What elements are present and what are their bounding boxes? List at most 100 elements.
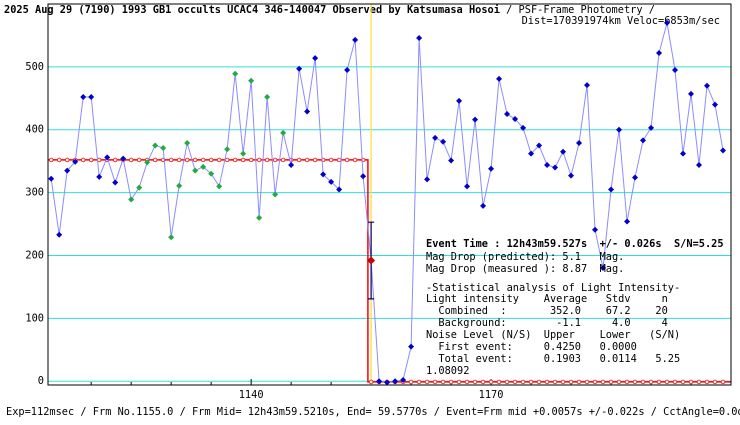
x-tick-label: 1140 (239, 389, 264, 401)
data-point (416, 34, 423, 41)
model-marker (720, 379, 726, 385)
data-point (224, 146, 231, 153)
data-point (608, 186, 615, 193)
data-point (72, 158, 79, 165)
model-marker (496, 379, 502, 385)
model-marker (624, 379, 630, 385)
data-point (400, 376, 407, 383)
annotation: Combined : 352.0 67.2 20 (426, 305, 668, 317)
data-point (688, 90, 695, 97)
data-point (152, 142, 159, 149)
model-marker (592, 379, 598, 385)
model-marker (304, 157, 310, 163)
y-tick-label: 0 (38, 375, 44, 387)
annotation: -Statistical analysis of Light Intensity… (426, 282, 680, 294)
data-point (136, 184, 143, 191)
model-marker (656, 379, 662, 385)
model-marker (80, 157, 86, 163)
y-tick-label: 500 (25, 61, 44, 73)
event-point (367, 256, 376, 265)
data-point (192, 167, 199, 174)
data-point (488, 165, 495, 172)
data-point (48, 175, 55, 182)
annotation: Background: -1.1 4.0 4 (426, 317, 668, 329)
data-point (248, 77, 255, 84)
data-point (696, 161, 703, 168)
data-point (328, 178, 335, 185)
data-point (560, 148, 567, 155)
data-point (120, 155, 127, 162)
data-point (64, 167, 71, 174)
data-point (232, 70, 239, 77)
model-marker (568, 379, 574, 385)
model-marker (88, 157, 94, 163)
data-point (496, 75, 503, 82)
data-point (712, 101, 719, 108)
data-point (88, 94, 95, 101)
model-marker (584, 379, 590, 385)
annotation: Total event: 0.1903 0.0114 5.25 (426, 353, 680, 365)
title: 2025 Aug 29 (7190) 1993 GB1 occults UCAC… (4, 4, 500, 16)
data-point (632, 174, 639, 181)
model-marker (232, 157, 238, 163)
model-marker (616, 379, 622, 385)
data-point (392, 378, 399, 385)
model-marker (256, 157, 262, 163)
chart-title: 2025 Aug 29 (7190) 1993 GB1 occults UCAC… (4, 4, 655, 16)
annotation: First event: 0.4250 0.0000 (426, 341, 637, 353)
data-point (376, 378, 383, 385)
model-marker (48, 157, 54, 163)
plot-frame (47, 3, 732, 386)
data-point (200, 163, 207, 170)
model-marker (712, 379, 718, 385)
data-point (664, 19, 671, 26)
data-point (648, 124, 655, 131)
model-marker (560, 379, 566, 385)
data-point (264, 94, 271, 101)
data-point (504, 111, 511, 118)
model-marker (456, 379, 462, 385)
data-point (656, 50, 663, 57)
model-marker (136, 157, 142, 163)
model-marker (296, 157, 302, 163)
data-point (536, 142, 543, 149)
model-marker (368, 379, 374, 385)
y-tick-label: 400 (25, 124, 44, 136)
model-marker (544, 379, 550, 385)
model-marker (168, 157, 174, 163)
data-point (216, 183, 223, 190)
model-marker (600, 379, 606, 385)
model-marker (696, 379, 702, 385)
model-marker (632, 379, 638, 385)
data-point (480, 202, 487, 209)
model-marker (128, 157, 134, 163)
data-point (128, 196, 135, 203)
model-marker (504, 379, 510, 385)
data-point (296, 65, 303, 72)
data-point (184, 139, 191, 146)
model-marker (520, 379, 526, 385)
model-marker (336, 157, 342, 163)
data-point (288, 161, 295, 168)
data-point (704, 82, 711, 89)
data-point (384, 379, 391, 386)
model-marker (464, 379, 470, 385)
data-point (576, 139, 583, 146)
data-point (344, 67, 351, 74)
data-point (56, 231, 63, 238)
data-point (680, 150, 687, 157)
data-point (512, 116, 519, 123)
model-marker (424, 379, 430, 385)
model-marker (552, 379, 558, 385)
model-marker (448, 379, 454, 385)
model-marker (640, 379, 646, 385)
model-marker (440, 379, 446, 385)
data-point (568, 172, 575, 179)
data-point (552, 164, 559, 171)
model-marker (680, 379, 686, 385)
subtitle2: Dist=170391974km Veloc=6853m/sec (522, 15, 720, 27)
annotation: Mag Drop (measured ): 8.87 Mag. (426, 263, 624, 275)
model-marker (264, 157, 270, 163)
y-tick-label: 300 (25, 187, 44, 199)
data-point (544, 161, 551, 168)
